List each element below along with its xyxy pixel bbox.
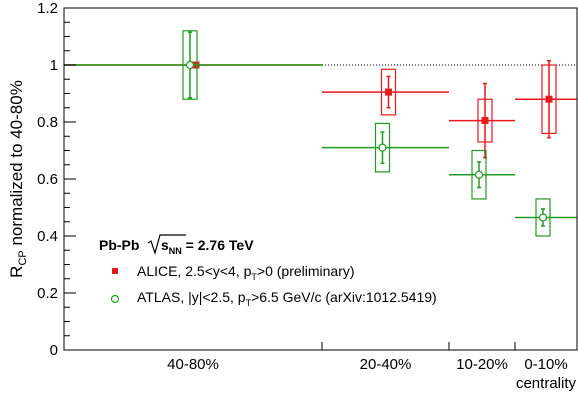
y-axis-ticks: 0 0.2 0.4 0.6 0.8 1 1.2 xyxy=(37,0,76,359)
sqrt-symbol xyxy=(147,234,186,256)
y-tick-label: 1.2 xyxy=(37,0,58,17)
legend-entry-alice-text-1: ALICE, 2.5<y<4, p xyxy=(137,263,252,279)
data-point xyxy=(449,149,515,200)
legend-header-prefix: Pb-Pb xyxy=(99,237,139,253)
data-point xyxy=(64,30,322,100)
x-category-label: 20-40% xyxy=(360,356,412,373)
sys-error-box xyxy=(380,68,397,116)
y-axis-label-subscript: CP xyxy=(17,250,29,265)
legend-header-sqrt-s: s xyxy=(161,237,169,253)
marker-square xyxy=(545,95,553,103)
sys-error-box xyxy=(477,98,493,143)
data-layer xyxy=(64,30,577,237)
data-point xyxy=(515,59,577,139)
legend: Pb-Pb sNN = 2.76 TeV ALICE, 2.5<y<4, pT>… xyxy=(99,234,437,308)
legend-entry-alice: ALICE, 2.5<y<4, pT>0 (preliminary) xyxy=(137,263,355,282)
legend-entry-alice-subscript: T xyxy=(251,272,257,282)
marker-circle xyxy=(378,143,387,152)
data-point xyxy=(322,122,449,173)
marker-circle xyxy=(538,213,548,222)
sys-error-box xyxy=(541,64,557,135)
data-point xyxy=(322,68,449,116)
data-point xyxy=(515,198,577,237)
x-category-label: 0-10% xyxy=(524,356,567,373)
marker-square xyxy=(385,88,392,96)
legend-header-sqrt-subscript: NN xyxy=(169,246,182,256)
legend-header: Pb-Pb xyxy=(99,237,139,253)
y-tick-label: 0 xyxy=(50,342,58,359)
sys-error-box xyxy=(374,122,391,173)
legend-marker-alice xyxy=(112,268,118,274)
legend-marker-atlas xyxy=(110,294,120,304)
y-axis-label-rest: normalized to 40-80% xyxy=(7,80,26,250)
y-axis-label: RCP normalized to 40-80% xyxy=(7,80,29,278)
y-tick-label: 0.2 xyxy=(37,285,58,302)
legend-entry-atlas-text-2: >6.5 GeV/c (arXiv:1012.5419) xyxy=(251,289,437,305)
y-tick-label: 0.6 xyxy=(37,171,58,188)
legend-entry-atlas: ATLAS, |y|<2.5, pT>6.5 GeV/c (arXiv:1012… xyxy=(137,289,437,308)
legend-entry-atlas-subscript: T xyxy=(246,298,252,308)
y-tick-label: 0.8 xyxy=(37,114,58,131)
x-category-label: 40-80% xyxy=(167,356,219,373)
marker-circle xyxy=(474,170,484,179)
data-point xyxy=(449,82,515,159)
legend-entry-atlas-text-1: ATLAS, |y|<2.5, p xyxy=(137,289,246,305)
legend-header-value: = 2.76 TeV xyxy=(182,237,254,253)
legend-entry-alice-text-2: >0 (preliminary) xyxy=(257,263,355,279)
sys-error-box xyxy=(535,198,551,237)
x-category-label: 10-20% xyxy=(456,356,508,373)
x-axis-ticks: 40-80% 20-40% 10-20% 0-10% xyxy=(167,342,568,373)
y-tick-label: 1 xyxy=(50,57,58,74)
y-axis-label-main: R xyxy=(7,266,26,278)
x-axis-label: centrality xyxy=(516,375,577,392)
sys-error-box xyxy=(182,30,198,100)
marker-square xyxy=(481,117,489,125)
sys-error-box xyxy=(471,149,487,200)
legend-header-energy: sNN = 2.76 TeV xyxy=(161,237,254,256)
marker-circle xyxy=(185,60,195,70)
series-atlas xyxy=(64,30,577,237)
y-tick-label: 0.4 xyxy=(37,228,58,245)
